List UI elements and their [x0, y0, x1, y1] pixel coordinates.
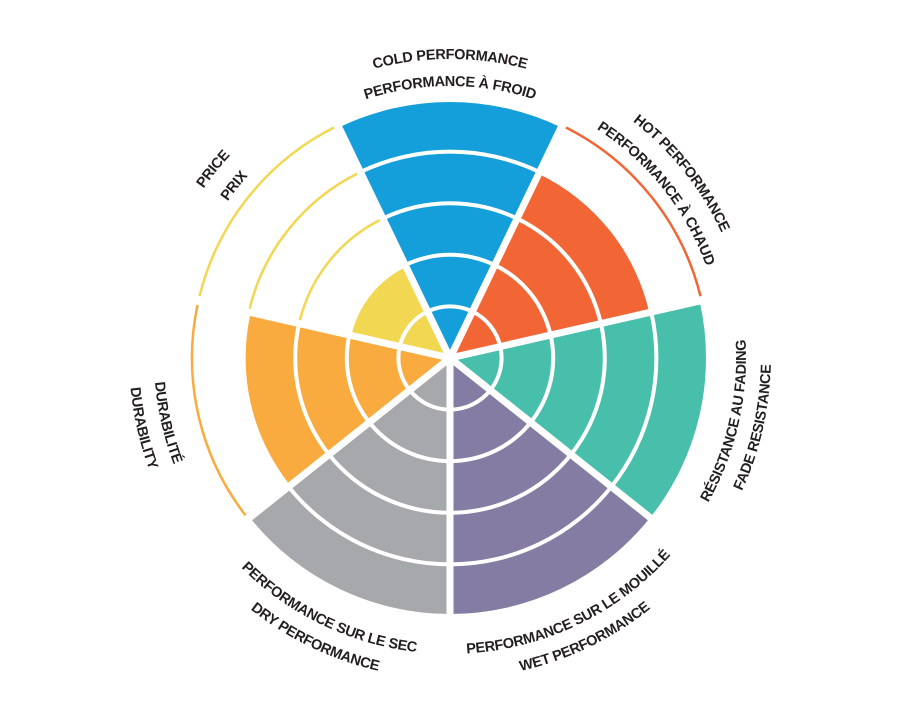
band-dry-level-1	[411, 358, 450, 408]
label-cold-text: PERFORMANCE À FROID	[362, 74, 538, 103]
band-wet-level-5	[450, 487, 651, 614]
band-cold-level-5	[338, 102, 562, 171]
band-cold-level-4	[361, 153, 539, 217]
divider-line	[232, 355, 453, 533]
band-durability-level-3	[297, 323, 368, 454]
divider-line	[181, 293, 451, 362]
arc-price-level-3	[298, 218, 381, 322]
arc-durability-level-5	[190, 304, 247, 517]
divider-line	[449, 293, 719, 362]
band-hot-level-3	[495, 220, 599, 335]
label-cold-line-1: COLD PERFORMANCE	[371, 47, 529, 73]
band-fade-level-3	[532, 323, 603, 454]
band-cold-level-2	[406, 256, 494, 310]
band-fade-level-4	[572, 312, 655, 486]
band-durability-level-4	[245, 312, 328, 486]
band-cold-level-1	[428, 308, 472, 358]
divider-line	[446, 108, 573, 360]
arc-hot-level-5	[565, 126, 702, 297]
arc-price-level-5	[198, 126, 335, 297]
band-wet-level-4	[450, 455, 610, 563]
band-cold-level-3	[383, 205, 517, 264]
band-hot-level-4	[518, 173, 650, 324]
divider-line	[447, 355, 668, 533]
label-cold-text: COLD PERFORMANCE	[371, 47, 530, 73]
band-price-level-2	[351, 266, 427, 347]
divider-line	[327, 108, 454, 360]
band-dry-level-5	[249, 487, 450, 614]
arc-price-level-4	[248, 172, 358, 309]
band-dry-level-4	[290, 455, 450, 563]
band-wet-level-3	[450, 423, 570, 511]
empty-level-arcs	[190, 126, 702, 517]
band-wet-level-1	[450, 358, 489, 408]
band-fade-level-5	[612, 301, 706, 518]
label-cold-line-2: PERFORMANCE À FROID	[362, 74, 538, 103]
sector-dividers	[181, 108, 719, 633]
band-hot-level-2	[473, 266, 549, 347]
band-dry-level-3	[330, 423, 450, 511]
